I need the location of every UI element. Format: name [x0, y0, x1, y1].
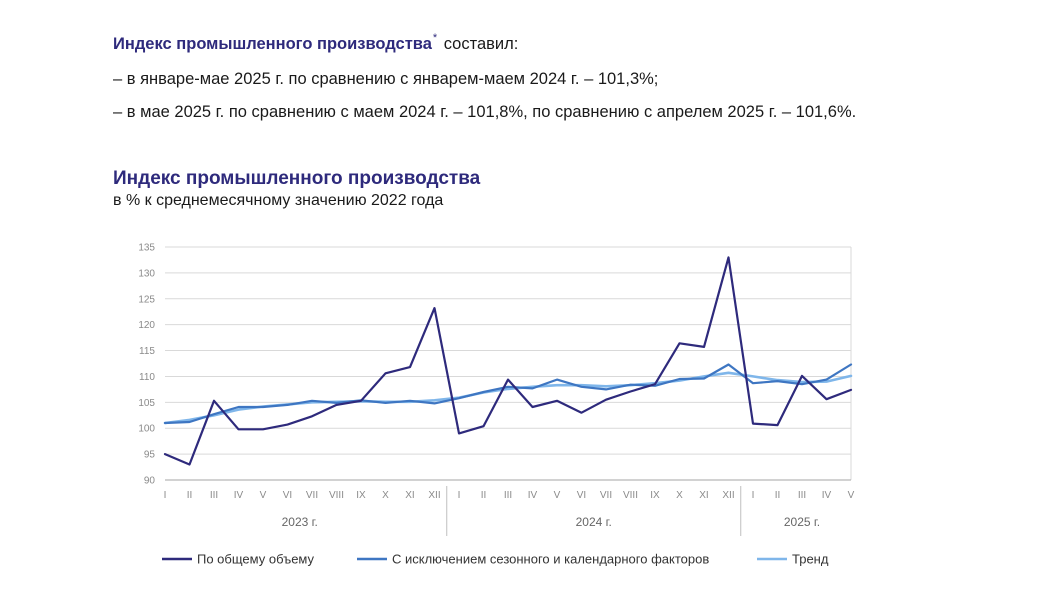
intro-heading-line: Индекс промышленного производства* соста…: [113, 32, 1013, 56]
intro-line-2: – в мае 2025 г. по сравнению с маем 2024…: [113, 103, 857, 121]
y-tick-label: 120: [138, 320, 155, 331]
x-tick-label: III: [210, 490, 218, 501]
intro-title: Индекс промышленного производства: [113, 35, 432, 53]
series-line-1: [163, 256, 853, 466]
x-tick-label: I: [458, 490, 461, 501]
footnote-asterisk: *: [432, 32, 438, 44]
x-tick-label: IX: [356, 490, 366, 501]
y-tick-label: 125: [138, 294, 155, 305]
x-tick-label: IX: [650, 490, 660, 501]
x-tick-label: VI: [577, 490, 586, 501]
intro-text: Индекс промышленного производства* соста…: [113, 32, 1013, 122]
y-tick-label: 115: [139, 346, 155, 357]
intro-title-suffix: составил:: [439, 35, 519, 53]
x-tick-label: VIII: [329, 490, 344, 501]
chart-subtitle: в % к среднемесячному значению 2022 года: [113, 192, 444, 209]
y-tick-label: 105: [138, 398, 155, 409]
x-tick-label: IV: [234, 490, 244, 501]
chart-title: Индекс промышленного производства: [113, 168, 481, 189]
x-tick-label: I: [752, 490, 755, 501]
x-tick-label: VIII: [623, 490, 638, 501]
x-tick-label: XII: [428, 490, 440, 501]
y-tick-label: 110: [139, 372, 155, 383]
x-tick-label: IV: [528, 490, 538, 501]
x-tick-label: IV: [822, 490, 832, 501]
x-tick-label: V: [260, 490, 267, 501]
x-tick-label: III: [504, 490, 512, 501]
intro-line-1: – в январе-мае 2025 г. по сравнению с ян…: [113, 70, 659, 88]
y-tick-label: 135: [138, 243, 155, 254]
y-tick-label: 90: [144, 476, 156, 487]
y-tick-label: 95: [144, 450, 156, 461]
legend-label-3: Тренд: [792, 552, 829, 567]
year-label: 2024 г.: [576, 515, 612, 529]
x-tick-label: XI: [405, 490, 414, 501]
x-tick-label: II: [187, 490, 193, 501]
x-tick-label: I: [164, 490, 167, 501]
x-tick-label: X: [676, 490, 683, 501]
x-tick-label: II: [481, 490, 487, 501]
y-tick-label: 130: [138, 268, 155, 279]
series-line-2: [163, 363, 853, 425]
x-tick-label: III: [798, 490, 806, 501]
x-tick-label: VII: [600, 490, 612, 501]
x-tick-label: XI: [699, 490, 708, 501]
x-tick-label: VI: [283, 490, 292, 501]
year-label: 2025 г.: [784, 515, 820, 529]
x-tick-label: V: [554, 490, 561, 501]
x-tick-label: V: [848, 490, 855, 501]
y-tick-label: 100: [138, 424, 155, 435]
x-tick-label: X: [382, 490, 389, 501]
year-label: 2023 г.: [282, 515, 318, 529]
x-tick-label: XII: [722, 490, 734, 501]
x-tick-label: II: [775, 490, 781, 501]
legend-label-2: С исключением сезонного и календарного ф…: [392, 552, 709, 567]
x-tick-label: VII: [306, 490, 318, 501]
legend-label-1: По общему объему: [197, 552, 315, 567]
